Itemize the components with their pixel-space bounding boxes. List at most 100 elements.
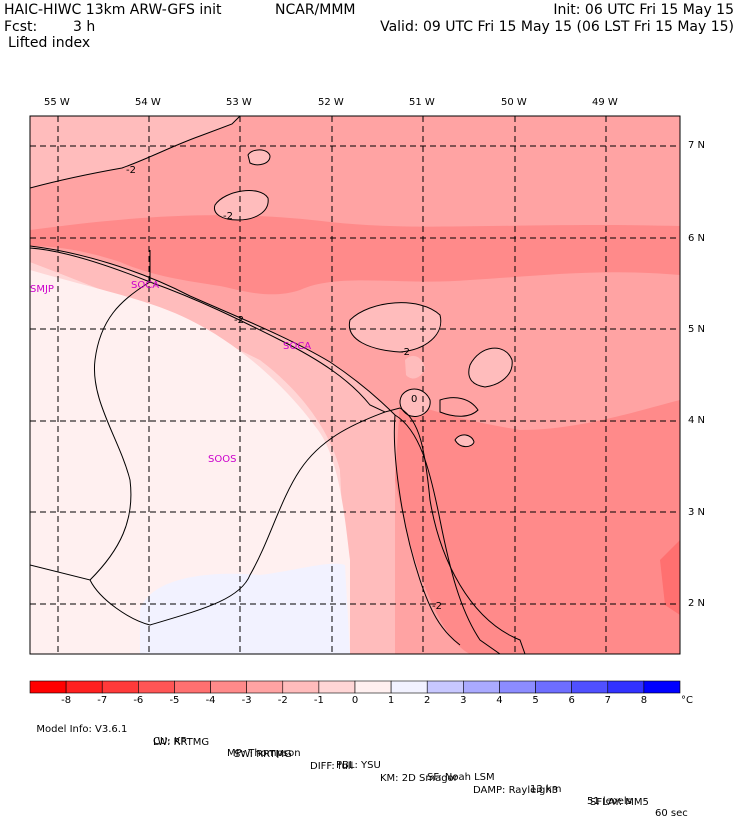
contour-line: [247, 149, 271, 166]
station-label: SOCA: [283, 341, 311, 352]
surface-layer-option: SFLAY: MM5: [590, 797, 649, 808]
diffusion-option: DIFF: full: [310, 761, 354, 772]
colorbar-tick-label: 0: [352, 695, 358, 706]
contour-line: [30, 245, 501, 654]
lon-label: 49 W: [592, 97, 618, 108]
init-time: Init: 06 UTC Fri 15 May 15: [553, 2, 734, 18]
km-option: KM: 2D Smagor: [380, 773, 458, 784]
contour-label: -2: [126, 165, 136, 176]
lat-label: 5 N: [688, 324, 706, 335]
contour-line: [30, 116, 241, 189]
lon-label: 53 W: [226, 97, 252, 108]
colorbar-swatch: [65, 680, 103, 694]
lat-label: 4 N: [688, 415, 706, 426]
lon-label: 52 W: [318, 97, 344, 108]
model-version: Model Info: V3.6.1: [36, 724, 128, 735]
lat-label: 7 N: [688, 140, 706, 151]
contour-line: [399, 388, 431, 417]
shaded-field: [30, 116, 680, 654]
colorbar-swatch: [282, 680, 320, 694]
field-band: [30, 270, 350, 654]
contours: [30, 116, 513, 654]
lon-label: 50 W: [501, 97, 527, 108]
field-band: [660, 540, 680, 615]
colorbar-swatch: [29, 680, 67, 694]
forecast-label: Fcst:: [4, 19, 38, 35]
shortwave-scheme: SW: RRTMG: [234, 749, 292, 760]
colorbar-tick-label: 7: [605, 695, 611, 706]
contour-line: [348, 302, 442, 353]
colorbar-tick-label: -2: [278, 695, 288, 706]
contour-label: -2: [223, 211, 233, 222]
colorbar-swatch: [499, 680, 536, 694]
contour-labels: -2 -2 -2 -2 -2 0: [126, 165, 442, 612]
time-step: 60 sec: [655, 808, 688, 819]
forecast-hours: 3 h: [73, 19, 96, 35]
colorbar-swatch: [390, 680, 428, 694]
field-band: [248, 149, 270, 165]
field-band: [468, 348, 513, 387]
lat-label: 2 N: [688, 598, 706, 609]
lifted-index-map: -2 -2 -2 -2 -2 0 SMJP SOCA SOCA SOOS -8 -…: [29, 115, 693, 706]
station-label: SOCA: [131, 280, 159, 291]
colorbar-tick-label: -3: [242, 695, 252, 706]
colorbar-swatch: [174, 680, 211, 694]
colorbar-tick-label: 8: [641, 695, 647, 706]
colorbar-tick-label: 4: [496, 695, 502, 706]
contour-line: [454, 434, 475, 448]
field-band: [455, 434, 474, 447]
lat-label: 3 N: [688, 507, 706, 518]
colorbar-swatch: [210, 680, 247, 694]
colorbar-swatch: [138, 680, 175, 694]
colorbar-swatch: [607, 680, 645, 694]
contour-label: -2: [432, 601, 442, 612]
valid-time: Valid: 09 UTC Fri 15 May 15 (06 LST Fri …: [380, 19, 734, 35]
field-band: [214, 190, 269, 220]
lon-label: 51 W: [409, 97, 435, 108]
border-line: [30, 281, 151, 581]
lon-label: 54 W: [135, 97, 161, 108]
lon-label: 55 W: [44, 97, 70, 108]
colorbar-tick-label: -7: [97, 695, 107, 706]
field-band: [349, 302, 441, 352]
colorbar-swatch: [318, 680, 356, 694]
colorbar-tick-label: -5: [169, 695, 179, 706]
map-frame: [29, 115, 681, 655]
colorbar-swatch: [354, 680, 392, 694]
model-title: HAIC-HIWC 13km ARW-GFS init: [4, 2, 222, 18]
field-band: [30, 116, 240, 188]
colorbar-swatch: [101, 680, 139, 694]
damping-option: DAMP: Rayleigh3: [473, 785, 559, 796]
colorbar-tick-label: -8: [61, 695, 71, 706]
colorbar-swatch: [426, 680, 464, 694]
field-band: [140, 563, 350, 654]
colorbar-swatch: [463, 680, 500, 694]
border-line: [89, 411, 386, 626]
colorbar-swatch: [643, 680, 681, 694]
colorbar-tick-label: -4: [206, 695, 216, 706]
colorbar-tick-label: 3: [460, 695, 466, 706]
contour-line: [439, 397, 479, 417]
colorbar-swatch: [571, 680, 609, 694]
field-band: [405, 355, 425, 379]
colorbar-tick-label: 1: [388, 695, 394, 706]
contour-label: -2: [400, 347, 410, 358]
coastline-segment: [30, 247, 401, 413]
border-line: [399, 407, 526, 654]
colorbar-unit-label: °C: [681, 695, 693, 706]
colorbar-tick-label: 2: [424, 695, 430, 706]
longwave-scheme: LW: RRTMG: [153, 737, 210, 748]
field-band: [395, 400, 680, 654]
station-labels: SMJP SOCA SOCA SOOS: [30, 280, 311, 465]
institution-label: NCAR/MMM: [275, 2, 356, 18]
colorbar-tick-label: -6: [133, 695, 143, 706]
contour-label: 0: [411, 394, 417, 405]
model-info-line2: LW: RRTMG SW: RRTMG DIFF: full KM: 2D Sm…: [30, 725, 730, 809]
colorbar-tick-label: 5: [532, 695, 538, 706]
field-name: Lifted index: [8, 35, 91, 51]
colorbar-swatch: [535, 680, 572, 694]
contour-line: [468, 347, 513, 388]
station-label: SMJP: [30, 284, 54, 295]
colorbar-swatch: [246, 680, 284, 694]
graticule: [30, 116, 680, 654]
